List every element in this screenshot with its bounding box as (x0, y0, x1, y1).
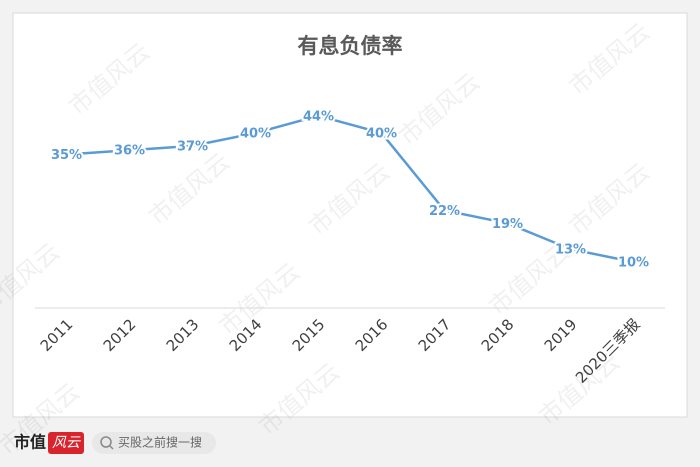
footer-brand: 市值 (14, 433, 46, 452)
search-icon (100, 436, 112, 448)
data-label: 10% (618, 256, 649, 271)
data-label: 22% (429, 204, 460, 219)
data-label: 35% (51, 148, 82, 163)
chart-area (12, 12, 688, 418)
search-icon-handle (109, 445, 114, 450)
data-label: 36% (114, 144, 145, 159)
data-label: 37% (177, 139, 208, 154)
footer-logo-box (48, 432, 84, 454)
data-label: 40% (366, 127, 397, 142)
data-label: 19% (492, 217, 523, 232)
footer-logo: 风云 (52, 435, 81, 451)
data-label: 40% (240, 127, 271, 142)
search-box[interactable] (92, 432, 216, 454)
chart-title: 有息负债率 (298, 34, 403, 58)
search-text: 买股之前搜一搜 (118, 435, 202, 450)
line (66, 114, 634, 264)
data-label: 44% (303, 109, 334, 124)
data-label: 13% (555, 243, 586, 258)
